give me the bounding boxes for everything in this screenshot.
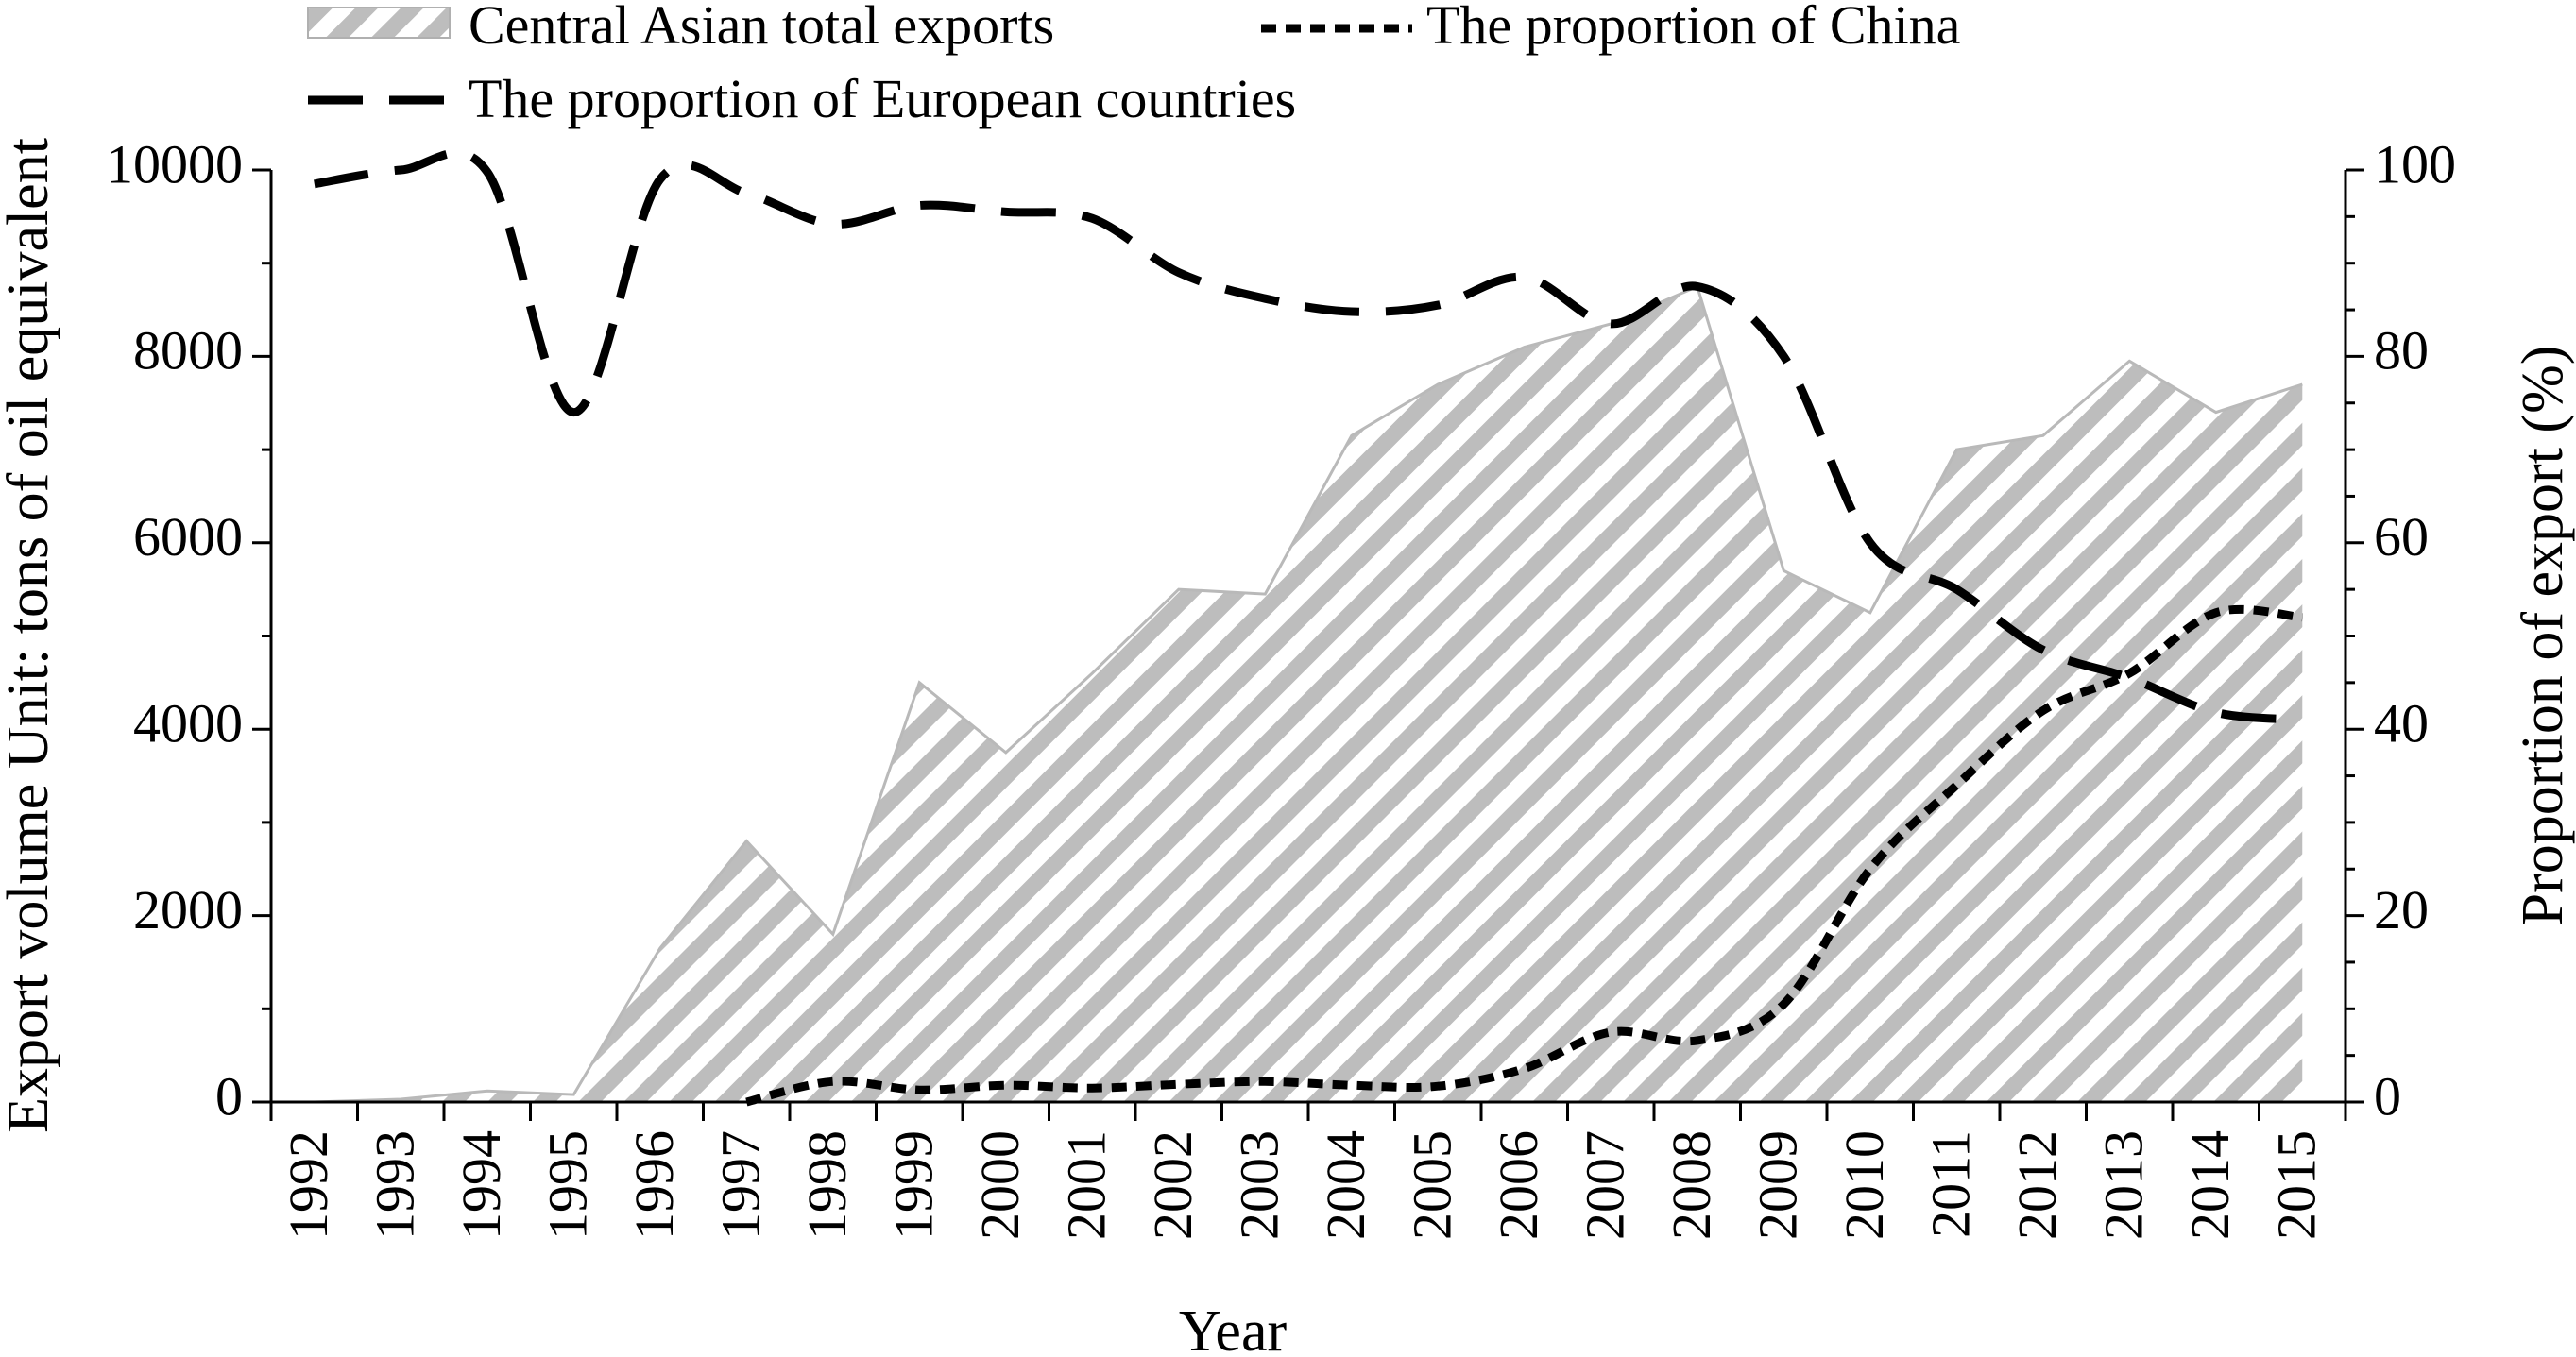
x-tick-label: 2009 — [1748, 1130, 1809, 1240]
y-right-tick-label: 0 — [2374, 1065, 2401, 1127]
x-tick-label: 2006 — [1488, 1130, 1549, 1240]
area-series-exports-outline — [314, 284, 2303, 1104]
x-tick-label: 2007 — [1575, 1130, 1636, 1240]
x-tick-label: 1994 — [451, 1130, 512, 1240]
europe-point-1997 — [746, 193, 747, 194]
x-tick-label: 2004 — [1315, 1130, 1376, 1240]
x-tick-label: 2015 — [2266, 1130, 2328, 1240]
x-tick-label: 1992 — [278, 1130, 339, 1240]
x-tick-label: 1993 — [365, 1130, 426, 1240]
y-axis-left-title: Export volume Unit: tons of oil equivale… — [0, 138, 60, 1133]
legend-swatch-exports — [307, 7, 451, 39]
x-tick-label: 2011 — [1920, 1130, 1982, 1238]
europe-point-1999 — [919, 205, 920, 206]
y-left-tick-label: 0 — [215, 1065, 243, 1127]
x-tick-label: 1999 — [883, 1130, 945, 1240]
x-tick-label: 2008 — [1661, 1130, 1722, 1240]
y-left-tick-label: 10000 — [106, 133, 243, 195]
y-right-tick-label: 80 — [2374, 320, 2429, 382]
x-tick-label: 2012 — [2006, 1130, 2068, 1240]
y-left-ticks: 0 2000 4000 6000 8000 10000 — [106, 133, 271, 1127]
x-tick-labels: 1992 1993 1994 1995 1996 1997 1998 1999 2000 2001… — [278, 1130, 2328, 1240]
y-right-tick-label: 20 — [2374, 879, 2429, 941]
x-tick-label: 1996 — [623, 1130, 685, 1240]
x-tick-label: 2001 — [1056, 1130, 1117, 1240]
x-tick-label: 1997 — [710, 1130, 772, 1240]
legend-label-china: The proportion of China — [1426, 0, 1960, 56]
x-tick-label: 2002 — [1142, 1130, 1203, 1240]
y-right-tick-label: 100 — [2374, 133, 2456, 195]
line-series-china — [745, 604, 2303, 1107]
europe-point-2006 — [1524, 277, 1525, 278]
y-left-tick-label: 4000 — [133, 693, 243, 755]
x-tick-label: 1998 — [796, 1130, 858, 1240]
legend-label-exports: Central Asian total exports — [469, 0, 1054, 56]
legend-label-europe: The proportion of European countries — [469, 68, 1296, 129]
x-ticks — [269, 1102, 2347, 1121]
x-axis-title: Year — [1179, 1299, 1288, 1357]
europe-point-1998 — [832, 224, 833, 225]
plot-area — [314, 148, 2303, 1107]
y-right-tick-label: 60 — [2374, 506, 2429, 568]
x-tick-label: 2010 — [1834, 1130, 1895, 1240]
y-left-tick-label: 6000 — [133, 506, 243, 568]
line-series-europe — [314, 148, 2303, 724]
x-tick-label: 1995 — [537, 1130, 599, 1240]
x-tick-label: 2003 — [1229, 1130, 1290, 1240]
y-right-ticks: 0 20 40 60 80 100 — [2346, 133, 2456, 1127]
x-tick-label: 2014 — [2179, 1130, 2241, 1240]
area-series-exports — [314, 286, 2303, 1102]
x-tick-label: 2005 — [1402, 1130, 1463, 1240]
y-left-tick-label: 2000 — [133, 879, 243, 941]
x-tick-label: 2013 — [2093, 1130, 2155, 1240]
x-tick-label: 2000 — [969, 1130, 1031, 1240]
legend: Central Asian total exports The proporti… — [307, 0, 1960, 129]
y-left-tick-label: 8000 — [133, 320, 243, 382]
y-right-tick-label: 40 — [2374, 693, 2429, 755]
y-axis-right-title: Proportion of export (%) — [2511, 346, 2575, 926]
